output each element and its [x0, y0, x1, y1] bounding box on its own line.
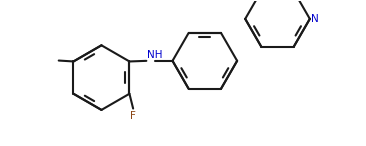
Text: NH: NH [147, 50, 163, 60]
Text: N: N [311, 14, 319, 24]
Text: F: F [130, 111, 136, 121]
